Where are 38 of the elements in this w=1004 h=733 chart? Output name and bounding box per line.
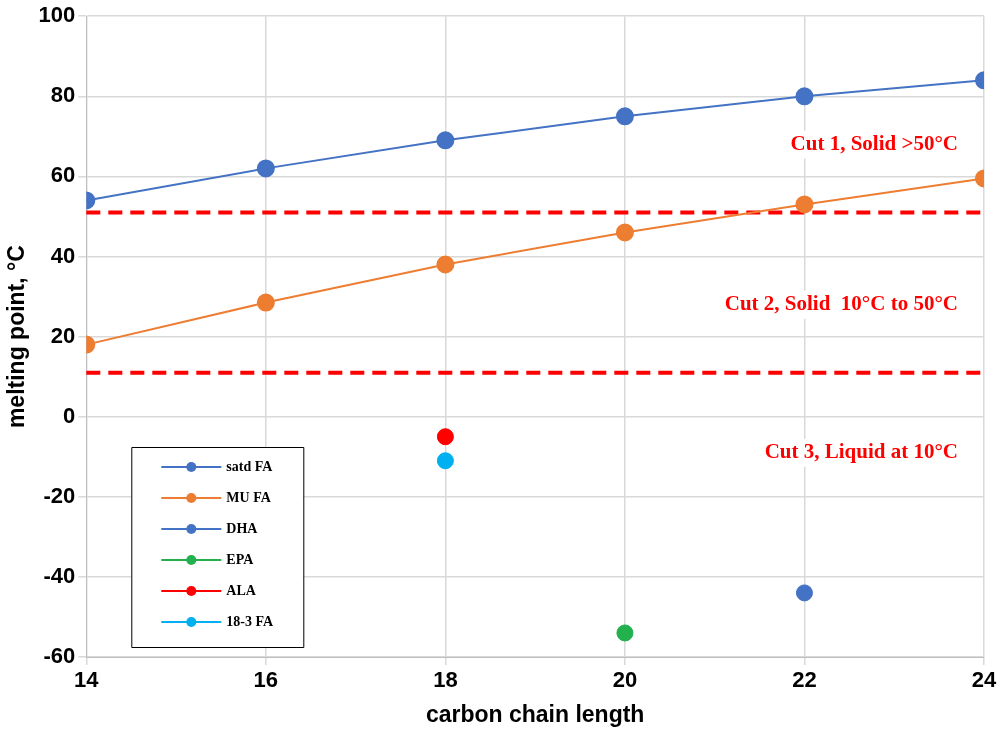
y-tick-label: -40 (43, 562, 76, 588)
legend-label: MU FA (226, 489, 272, 505)
annotation: Cut 3, Liquid at 10°C (764, 439, 958, 464)
point (615, 223, 634, 242)
y-tick-label: 40 (50, 242, 76, 268)
x-tick-label: 22 (792, 667, 817, 693)
y-tick-label: -60 (43, 643, 76, 669)
y-tick-label: 100 (38, 2, 76, 28)
y-axis-title: melting point, °C (3, 245, 30, 429)
point (616, 624, 634, 642)
point (436, 428, 454, 446)
point (436, 255, 455, 274)
y-tick-label: 80 (50, 82, 76, 108)
legend-label: DHA (226, 520, 259, 536)
x-tick-label: 18 (433, 667, 458, 693)
legend-label: satd FA (226, 458, 274, 474)
annotation: Cut 2, Solid 10°C to 50°C (724, 291, 958, 316)
legend-label: EPA (226, 551, 255, 567)
y-tick-label: 0 (63, 402, 76, 428)
y-tick-label: 20 (50, 322, 76, 348)
point (615, 107, 634, 126)
x-tick-label: 14 (74, 667, 100, 693)
legend-label: 18-3 FA (226, 613, 274, 629)
point (795, 87, 814, 106)
x-tick-label: 16 (253, 667, 279, 693)
point (436, 452, 454, 470)
point (436, 131, 455, 150)
x-axis-title: carbon chain length (425, 700, 645, 727)
y-tick-label: 60 (50, 162, 76, 188)
point (256, 159, 275, 178)
x-tick-label: 24 (971, 667, 997, 693)
point (795, 584, 813, 602)
point (256, 293, 275, 312)
point (795, 195, 814, 214)
annotation: Cut 1, Solid >50°C (790, 130, 958, 155)
y-tick-label: -20 (43, 482, 76, 508)
legend-label: ALA (226, 582, 257, 598)
x-tick-label: 20 (612, 667, 638, 693)
